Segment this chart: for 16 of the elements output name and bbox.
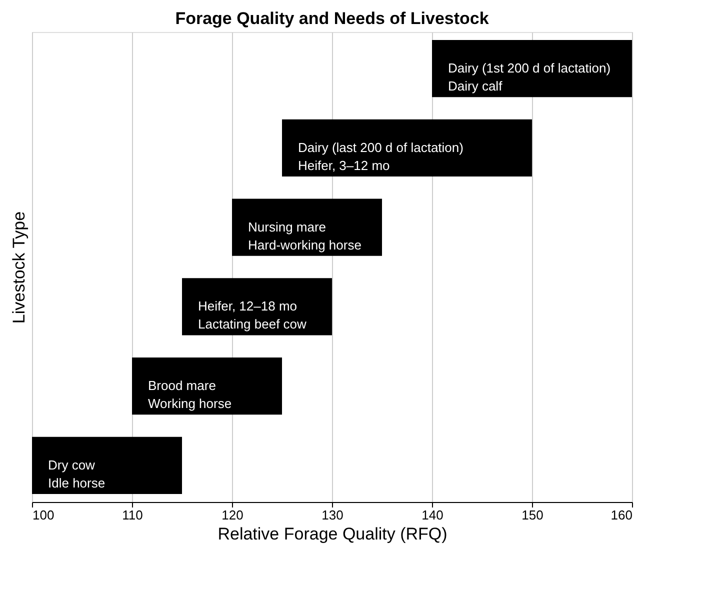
y-tick-label: Dry cow Idle horse xyxy=(48,457,106,490)
y-tick-label: Heifer, 12–18 mo Lactating beef cow xyxy=(198,298,308,332)
x-tick-label: 100 xyxy=(32,508,54,522)
chart-title: Forage Quality and Needs of Livestock xyxy=(175,9,490,28)
y-tick-label: Dairy (1st 200 d of lactation) Dairy calf xyxy=(448,60,611,94)
x-tick-label: 140 xyxy=(422,508,444,522)
x-axis-title: Relative Forage Quality (RFQ) xyxy=(218,524,448,544)
x-tick-label: 110 xyxy=(122,508,143,522)
y-tick-label: Dairy (last 200 d of lactation) Heifer, 3–12 mo xyxy=(298,140,464,173)
x-tick-label: 160 xyxy=(610,508,632,522)
y-axis-title: Livestock Type xyxy=(10,211,28,324)
x-tick-label: 120 xyxy=(222,508,244,522)
x-tick-label: 150 xyxy=(522,508,544,522)
x-tick-label: 130 xyxy=(322,508,344,522)
y-tick-label: Nursing mare Hard-working horse xyxy=(248,219,362,252)
y-tick-label: Brood mare Working horse xyxy=(148,378,232,412)
